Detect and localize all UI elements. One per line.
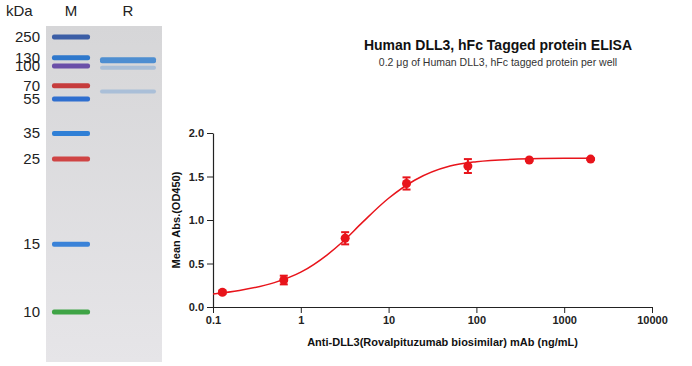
x-axis-title: Anti-DLL3(Rovalpituzumab biosimilar) mAb… (307, 336, 578, 348)
ladder (52, 35, 90, 315)
tick-mark (213, 307, 214, 313)
tick: 0.1 (206, 307, 221, 326)
tick-mark (207, 307, 213, 308)
ladder-band (52, 310, 90, 315)
ladder-band (52, 97, 90, 102)
tick-label: 0.5 (189, 258, 204, 270)
error-bar-segment (403, 189, 411, 191)
tick-label: 10000 (637, 314, 668, 326)
ladder-band (52, 157, 90, 162)
tick-mark (207, 264, 213, 265)
marker-label: 25 (23, 150, 40, 167)
gel-background (46, 26, 162, 362)
tick-label: 0.1 (206, 314, 221, 326)
tick: 1 (298, 307, 304, 326)
tick-label: 1.0 (189, 214, 204, 226)
error-bar (464, 159, 472, 173)
tick-mark (207, 177, 213, 178)
tick: 1.5 (189, 171, 213, 183)
figure: kDaMR2501301007055352515100.111010010001… (0, 0, 692, 366)
ladder-band (52, 83, 90, 88)
sample-band (100, 66, 156, 70)
tick-label: 0.0 (189, 301, 204, 313)
tick-label: 10 (383, 314, 395, 326)
ladder-band (52, 131, 90, 136)
marker-label: 100 (15, 57, 40, 74)
marker-label: 15 (23, 235, 40, 252)
error-bar-segment (464, 158, 472, 160)
tick-mark (389, 307, 390, 313)
lane-label: M (65, 2, 78, 19)
lane-label: R (123, 2, 134, 19)
tick: 1.0 (189, 214, 213, 226)
tick-mark (207, 133, 213, 134)
tick: 2.0 (189, 127, 213, 139)
tick: 1000 (552, 307, 576, 326)
error-bar-segment (341, 231, 349, 233)
tick-mark (476, 307, 477, 313)
marker-label: 250 (15, 28, 40, 45)
y-axis: 0.0 0.5 1.0 1.5 2.0 (189, 127, 214, 313)
error-bar-segment (403, 176, 411, 178)
error-bar-segment (464, 172, 472, 174)
tick: 0.0 (189, 301, 213, 313)
tick-mark (564, 307, 565, 313)
ladder-band (52, 242, 90, 247)
tick-mark (207, 220, 213, 221)
sample-band (100, 89, 156, 93)
ladder-band (52, 35, 90, 40)
sample-lane (100, 57, 156, 93)
data-point (586, 155, 595, 164)
sample-band (100, 57, 156, 63)
chart-title: Human DLL3, hFc Tagged protein ELISA (364, 37, 632, 53)
tick: 10000 (637, 307, 668, 326)
y-axis-title: Mean Abs.(OD450) (170, 171, 182, 268)
chart-subtitle: 0.2 μg of Human DLL3, hFc tagged protein… (379, 56, 617, 68)
marker-label: 10 (23, 303, 40, 320)
tick-label: 2.0 (189, 127, 204, 139)
tick: 10 (383, 307, 395, 326)
tick: 0.5 (189, 258, 213, 270)
tick-label: 1 (298, 314, 304, 326)
error-bar-segment (341, 243, 349, 245)
marker-label: 55 (23, 90, 40, 107)
tick-label: 100 (468, 314, 486, 326)
axis-line (214, 307, 653, 308)
ladder-band (52, 55, 90, 60)
tick-label: 1.5 (189, 171, 204, 183)
axis-line (213, 134, 214, 308)
gel-unit-label: kDa (6, 2, 33, 19)
fit-curve (213, 158, 591, 294)
marker-label: 35 (23, 124, 40, 141)
tick-mark (652, 307, 653, 313)
plot-area (213, 155, 595, 297)
tick: 100 (468, 307, 486, 326)
tick-label: 1000 (552, 314, 576, 326)
data-point (525, 155, 534, 164)
x-axis: 0.1 1 10 100 1000 10000 (206, 307, 668, 326)
tick-mark (301, 307, 302, 313)
ladder-band (52, 64, 90, 69)
